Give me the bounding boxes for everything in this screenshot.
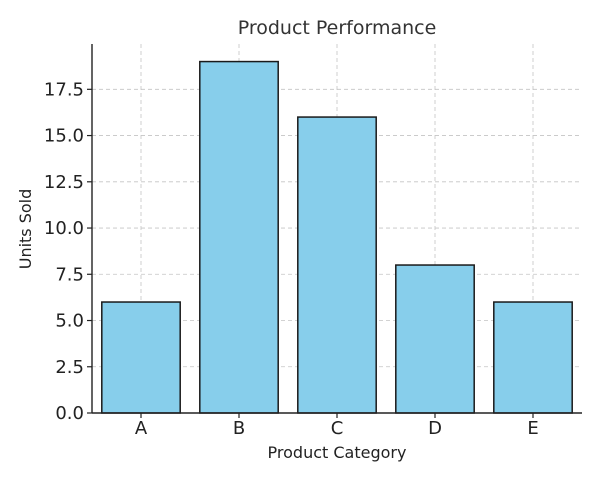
x-tick-label: D: [428, 418, 442, 439]
bar-c: [297, 116, 377, 414]
y-tick-label: 12.5: [44, 172, 84, 193]
x-tick-label: B: [233, 418, 245, 439]
y-tick-label: 17.5: [44, 79, 84, 100]
y-tick-label: 5.0: [55, 311, 84, 332]
bar-b: [199, 60, 279, 414]
bar-a: [101, 301, 181, 414]
y-tick-label: 15.0: [44, 126, 84, 147]
x-tick-label: A: [135, 418, 148, 439]
y-axis-label: Units Sold: [16, 189, 35, 270]
bar-d: [395, 264, 475, 414]
bars: [101, 60, 573, 414]
y-tick-label: 2.5: [55, 357, 84, 378]
bar-e: [493, 301, 573, 414]
y-tick-label: 10.0: [44, 218, 84, 239]
x-tick-label: E: [527, 418, 538, 439]
y-tick-label: 7.5: [55, 264, 84, 285]
y-ticks: 0.0 2.5 5.0 7.5 10.0 12.5 15.0 17.5: [44, 79, 92, 424]
y-tick-label: 0.0: [55, 403, 84, 424]
x-tick-label: C: [331, 418, 344, 439]
x-ticks: A B C D E: [135, 413, 539, 439]
x-axis-label: Product Category: [268, 443, 407, 462]
chart-title: Product Performance: [238, 17, 437, 39]
